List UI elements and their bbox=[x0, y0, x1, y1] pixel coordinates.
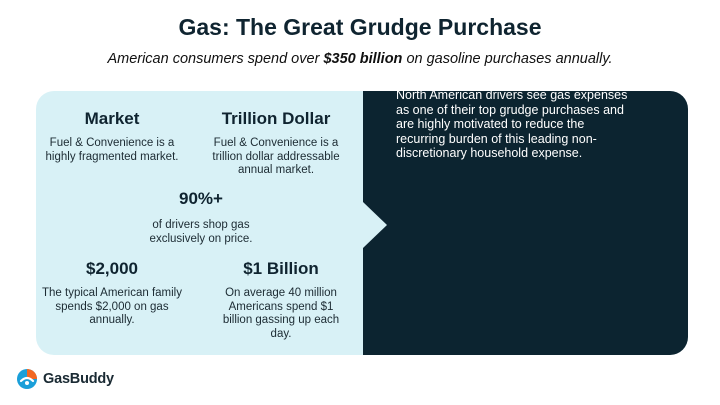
stat-description: of drivers shop gas exclusively on price… bbox=[149, 219, 253, 245]
stat-description: Fuel & Convenience is a trillion dollar … bbox=[212, 137, 340, 176]
stat-heading: $1 Billion bbox=[243, 259, 319, 278]
stat-2000: $2,000 The typical American family spend… bbox=[42, 259, 182, 328]
subtitle-highlight: $350 billion bbox=[323, 51, 403, 67]
gasbuddy-logo: GasBuddy bbox=[16, 368, 114, 390]
grudge-purchase-statement: North American drivers see gas expenses … bbox=[396, 88, 628, 160]
stat-90-percent: 90%+ of drivers shop gas exclusively on … bbox=[132, 189, 270, 246]
stat-description: The typical American family spends $2,00… bbox=[42, 287, 182, 326]
stat-trillion-dollar: Trillion Dollar Fuel & Convenience is a … bbox=[208, 109, 344, 178]
subtitle-text-end: on gasoline purchases annually. bbox=[402, 51, 613, 67]
slide-title: Gas: The Great Grudge Purchase bbox=[178, 14, 542, 40]
content-panel: Market Fuel & Convenience is a highly fr… bbox=[36, 91, 688, 355]
stat-heading: Trillion Dollar bbox=[221, 109, 331, 128]
stat-market: Market Fuel & Convenience is a highly fr… bbox=[42, 109, 182, 164]
gasbuddy-logo-icon bbox=[17, 369, 37, 389]
arrow-notch bbox=[363, 202, 387, 248]
stat-description: Fuel & Convenience is a highly fragmente… bbox=[45, 137, 179, 163]
stat-1-billion: $1 Billion On average 40 million America… bbox=[214, 259, 348, 341]
dark-panel bbox=[363, 91, 688, 355]
stat-heading: $2,000 bbox=[86, 259, 138, 278]
subtitle-text-start: American consumers spend over bbox=[107, 51, 324, 67]
slide-subtitle: American consumers spend over $350 billi… bbox=[0, 51, 720, 67]
logo-text: GasBuddy bbox=[43, 371, 114, 387]
stat-heading: 90%+ bbox=[179, 189, 223, 208]
stat-heading: Market bbox=[84, 109, 140, 128]
stat-description: On average 40 million Americans spend $1… bbox=[222, 287, 340, 340]
